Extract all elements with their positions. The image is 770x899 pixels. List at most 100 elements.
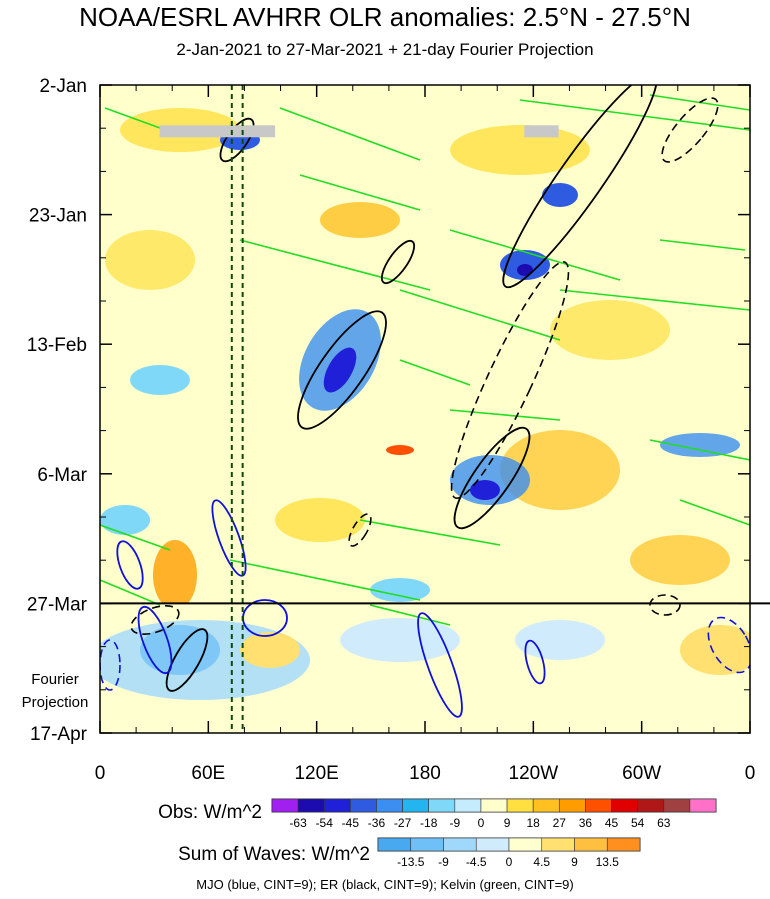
kelvin-contour [659,239,746,251]
er-dashed-contour [348,513,372,547]
er-dashed-contour [661,97,719,163]
x-tick-label: 120E [294,763,338,784]
wave-legend-swatch [541,837,575,852]
x-tick-label: 0 [95,763,106,784]
obs-legend-level-label: 9 [504,816,511,830]
legends: -63 -54 -45 -36 -27 -18 -9 0 9 18 27 36 45 54 63 Obs: W… [158,798,717,869]
obs-legend-swatch [506,798,534,813]
wave-legend-label: Sum of Waves: W/m^2 [178,844,370,865]
kelvin-contour [229,559,421,601]
obs-blob [323,347,357,393]
obs-blob [450,125,590,175]
overlay-layer [100,85,770,733]
er-dashed-contour [450,261,570,499]
kelvin-contour [369,604,451,626]
obs-blob [320,202,400,238]
obs-legend-label: Obs: W/m^2 [158,802,262,823]
obs-legend-level-label: 54 [631,816,645,830]
x-tick-label: 0 [745,763,756,784]
kelvin-contour [519,99,750,131]
obs-legend-swatch [585,798,612,813]
obs-blob [153,540,197,610]
obs-blob [630,535,730,585]
y-tick-label: 17-Apr [30,724,88,745]
wave-legend-level-label: -9 [438,855,449,869]
obs-blob [542,183,578,207]
projection-label: Projection [22,694,89,711]
wave-legend-level-label: 0 [506,855,513,869]
obs-legend-swatch [689,798,717,813]
chart-title: NOAA/ESRL AVHRR OLR anomalies: 2.5°N - 2… [79,2,691,32]
chart-subtitle: 2-Jan-2021 to 27-Mar-2021 + 21-day Fouri… [176,40,594,59]
kelvin-contour [559,289,750,311]
kelvin-contour [679,499,750,526]
obs-legend-level-label: 45 [605,816,619,830]
obs-legend-swatch [558,798,586,813]
wave-legend-level-label: -13.5 [397,855,425,869]
mjo-dashed-contour [707,616,750,674]
kelvin-contour [104,107,161,129]
obs-legend-level-label: -27 [394,816,412,830]
wave-legend-level-label: 9 [571,855,578,869]
obs-blob [500,430,620,510]
obs-legend-level-label: -18 [420,816,438,830]
kelvin-contour [359,519,501,546]
kelvin-contour [449,229,621,281]
y-tick-label: 2-Jan [39,76,87,97]
er-negative-contours [130,97,719,635]
missing-data-bar [524,125,559,138]
kelvin-contour [239,239,431,291]
wave-legend-swatch [377,837,412,852]
obs-legend-swatch [454,798,482,813]
obs-blob [450,455,530,505]
anomaly-field [100,85,750,733]
missing-data-bar [159,125,276,138]
obs-blob [660,433,740,457]
projection-label: Fourier [31,671,79,688]
obs-blob [130,365,190,395]
mjo-dashed-contour [100,639,121,691]
kelvin-contour [649,439,750,461]
obs-blob [517,264,533,276]
wave-legend-level-label: -4.5 [466,855,487,869]
mjo-contour [524,639,546,685]
wave-legend-swatch [574,837,608,852]
obs-blob [470,480,500,500]
obs-legend-swatch [323,798,351,813]
kelvin-contour [399,359,471,386]
obs-legend-level-label: 27 [553,816,567,830]
obs-legend-swatch [350,798,377,813]
kelvin-contour [299,174,421,211]
mjo-contour [116,540,144,590]
wave-legend-swatch [443,837,477,852]
y-tick-label: 13-Feb [27,335,87,356]
mjo-negative-contours [100,616,750,691]
kelvin-contour [399,289,561,341]
obs-legend-swatch [480,798,508,813]
obs-legend-level-label: -36 [368,816,386,830]
obs-legend-level-label: -63 [289,816,307,830]
kelvin-contours [100,94,750,626]
projection-blob [515,620,605,660]
obs-legend-swatch [663,798,691,813]
y-tick-label: 23-Jan [29,206,87,227]
x-tick-label: 60W [622,763,661,784]
obs-legend-level-label: -9 [449,816,460,830]
obs-legend-level-label: -54 [316,816,334,830]
kelvin-contour [279,107,421,161]
y-tick-label: 27-Mar [27,594,88,615]
obs-legend-swatch [271,798,299,813]
wave-legend-swatch [410,837,444,852]
wave-legend-swatch [508,837,543,852]
er-contour [165,628,209,692]
er-contour [297,310,387,430]
wave-legend-level-label: 4.5 [533,855,550,869]
kelvin-contour [449,409,561,421]
obs-legend-level-label: 18 [526,816,540,830]
er-contour [380,239,416,285]
obs-blob [386,445,414,455]
obs-blob [275,498,365,542]
er-contour [453,426,531,530]
projection-blob [680,625,750,675]
